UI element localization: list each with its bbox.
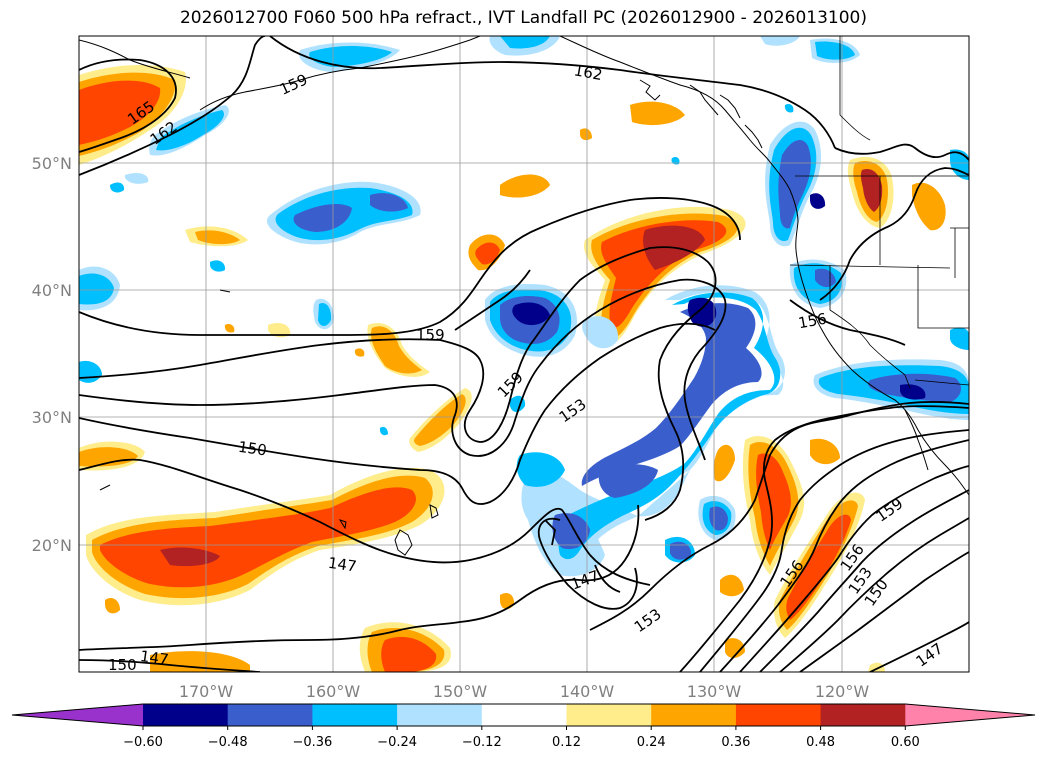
colorbar-segment bbox=[227, 704, 313, 726]
contour-label: 150 bbox=[237, 438, 268, 460]
colorbar-tick-label: 0.12 bbox=[552, 735, 581, 750]
colorbar-segment bbox=[397, 704, 483, 726]
contour-label: 156 bbox=[797, 310, 828, 333]
colorbar-extend-min bbox=[12, 704, 143, 726]
colorbar-tick-label: 0.36 bbox=[721, 735, 750, 750]
lat-label: 40°N bbox=[32, 281, 72, 300]
colorbar-tick-label: 0.24 bbox=[637, 735, 666, 750]
lat-label: 50°N bbox=[32, 154, 72, 173]
lat-label: 30°N bbox=[32, 408, 72, 427]
colorbar-segment bbox=[651, 704, 737, 726]
colorbar-segment bbox=[143, 704, 229, 726]
contour-label: 162 bbox=[573, 61, 604, 84]
lon-label: 140°W bbox=[560, 682, 615, 701]
colorbar-segment bbox=[481, 704, 567, 726]
contour-label: 150 bbox=[108, 656, 137, 674]
colorbar-tick-label: −0.36 bbox=[292, 735, 332, 750]
colorbar-tick-label: −0.24 bbox=[377, 735, 417, 750]
latitude-labels: 50°N 40°N 30°N 20°N bbox=[32, 154, 72, 555]
chart-title: 2026012700 F060 500 hPa refract., IVT La… bbox=[179, 8, 867, 28]
map-area: 165 162 159 162 159 159 153 156 150 147 … bbox=[79, 36, 969, 674]
colorbar-tick-label: 0.60 bbox=[891, 735, 920, 750]
lon-label: 170°W bbox=[179, 682, 234, 701]
colorbar-tick-label: −0.12 bbox=[462, 735, 502, 750]
contour-labels: 165 162 159 162 159 159 153 156 150 147 … bbox=[108, 61, 946, 674]
colorbar-segment bbox=[312, 704, 398, 726]
colorbar-tick-label: −0.60 bbox=[123, 735, 163, 750]
colorbar-segment bbox=[735, 704, 822, 726]
contour-label: 147 bbox=[327, 554, 358, 576]
contour-label: 159 bbox=[416, 326, 445, 344]
map-frame bbox=[78, 35, 970, 673]
colorbar: −0.60 −0.48 −0.36 −0.24 −0.12 0.12 0.24 0.36 0.4… bbox=[11, 703, 1036, 750]
colorbar-tick-label: 0.48 bbox=[806, 735, 835, 750]
longitude-labels: 170°W 160°W 150°W 140°W 130°W 120°W bbox=[179, 682, 870, 701]
colorbar-segment bbox=[566, 704, 652, 726]
positive-anomaly-fields bbox=[79, 64, 946, 672]
lon-label: 120°W bbox=[815, 682, 870, 701]
lon-label: 130°W bbox=[687, 682, 742, 701]
colorbar-extend-max bbox=[905, 704, 1035, 726]
lon-label: 160°W bbox=[306, 682, 361, 701]
colorbar-segment bbox=[820, 704, 906, 726]
graticule bbox=[79, 36, 969, 672]
contour-label: 147 bbox=[139, 647, 170, 669]
colorbar-tick-label: −0.48 bbox=[208, 735, 248, 750]
contour-lines bbox=[79, 36, 969, 672]
lon-label: 150°W bbox=[433, 682, 488, 701]
borders bbox=[789, 36, 969, 389]
lat-label: 20°N bbox=[32, 536, 72, 555]
